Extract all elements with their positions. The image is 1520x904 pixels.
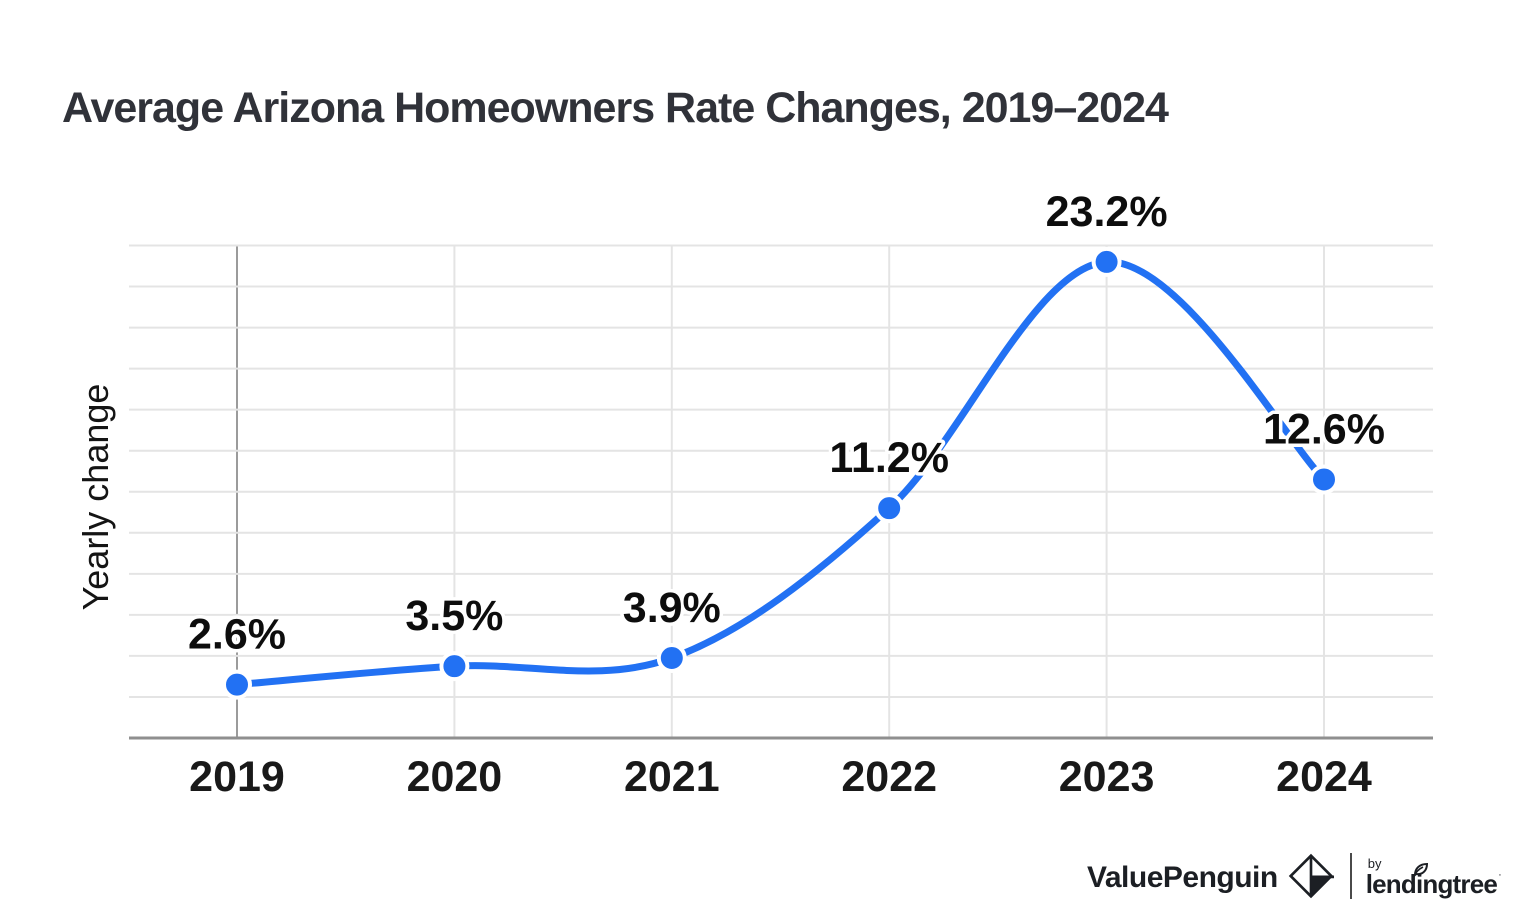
trademark-mark: · [1498,868,1502,881]
data-point-marker [1091,246,1122,277]
data-point-label: 11.2% [829,434,949,482]
data-point-label: 2.6% [188,611,286,659]
lendingtree-wordmark: lendingtree [1365,868,1498,899]
data-point-marker [874,493,905,524]
brand-footer: ValuePenguin by lendingtree · [1087,850,1502,902]
leaf-icon [1413,862,1428,877]
x-tick-label: 2023 [1059,753,1155,801]
data-point-marker [439,651,470,682]
x-tick-label: 2019 [189,753,285,801]
valuepenguin-wordmark: ValuePenguin [1087,861,1278,894]
data-point-label: 23.2% [1046,188,1168,236]
x-tick-label: 2022 [841,753,937,801]
x-tick-label: 2020 [407,753,503,801]
data-point-marker [222,669,252,700]
x-tick-label: 2024 [1276,753,1372,801]
series-line [233,258,1328,689]
y-axis-label: Yearly change [75,383,116,611]
data-point-marker [656,642,687,673]
data-point-marker [1309,464,1339,495]
footer-divider [1349,853,1352,899]
lendingtree-lockup: by lendingtree · [1366,857,1502,898]
data-point-label: 3.9% [623,584,721,632]
chart-title: Average Arizona Homeowners Rate Changes,… [62,84,1169,132]
data-point-label: 3.5% [405,592,503,640]
data-point-label: 12.6% [1263,405,1385,453]
x-tick-label: 2021 [624,753,720,801]
by-label: by [1367,855,1382,871]
valuepenguin-logo-icon [1288,853,1334,899]
